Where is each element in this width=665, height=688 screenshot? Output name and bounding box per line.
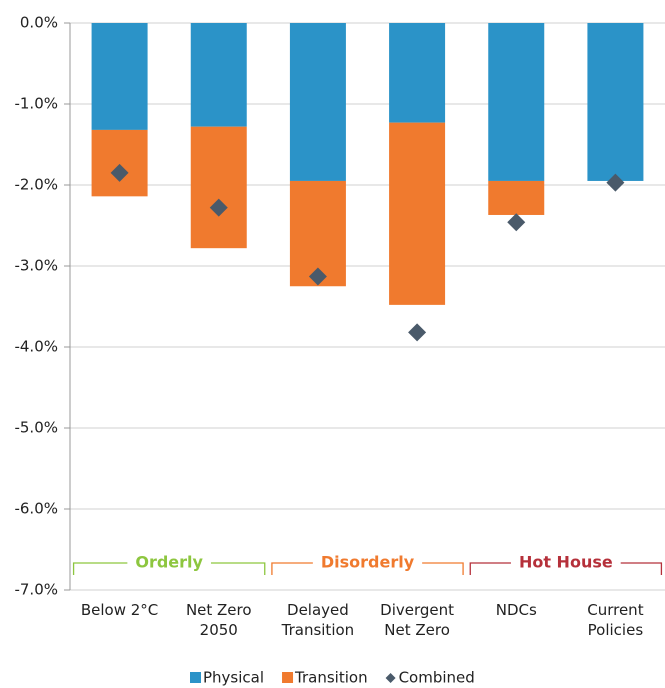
combined-marker bbox=[507, 213, 526, 232]
y-tick-label: -7.0% bbox=[14, 581, 58, 599]
legend-swatch bbox=[282, 672, 294, 683]
bar-segment bbox=[389, 122, 446, 305]
bar-segment bbox=[91, 129, 148, 197]
legend-marker bbox=[385, 673, 396, 683]
y-tick-label: 0.0% bbox=[20, 14, 58, 32]
combined-marker bbox=[308, 267, 327, 286]
y-tick-label: -3.0% bbox=[14, 257, 58, 275]
combined-marker bbox=[209, 198, 228, 217]
group-bracket bbox=[271, 562, 464, 575]
y-tick-label: -1.0% bbox=[14, 95, 58, 113]
legend-label: Combined bbox=[399, 669, 475, 687]
combined-marker bbox=[408, 323, 427, 342]
legend-label: Transition bbox=[294, 669, 368, 687]
group-label: Orderly bbox=[135, 553, 203, 572]
bar-segment bbox=[190, 23, 247, 127]
y-tick-label: -5.0% bbox=[14, 419, 58, 437]
bar-segment bbox=[190, 126, 247, 249]
combined-marker bbox=[110, 163, 129, 182]
x-tick-label: Delayed Transition bbox=[281, 601, 355, 639]
bar-segment bbox=[289, 23, 346, 181]
bar-segment bbox=[488, 180, 545, 215]
x-tick-label: Below 2°C bbox=[80, 601, 159, 619]
bar-segment bbox=[389, 23, 446, 123]
bar-segment bbox=[587, 23, 644, 181]
x-tick-label: Current Policies bbox=[587, 601, 644, 639]
y-tick-label: -6.0% bbox=[14, 500, 58, 518]
combined-marker bbox=[606, 173, 625, 192]
legend-label: Physical bbox=[203, 669, 264, 687]
group-bracket bbox=[469, 562, 663, 575]
y-tick-label: -2.0% bbox=[14, 176, 58, 194]
group-label: Disorderly bbox=[321, 553, 415, 572]
bar-segment bbox=[488, 23, 545, 181]
x-tick-label: Net Zero 2050 bbox=[185, 601, 252, 639]
group-bracket bbox=[72, 562, 266, 575]
x-tick-label: Divergent Net Zero bbox=[380, 601, 455, 639]
legend-swatch bbox=[190, 672, 201, 683]
x-tick-label: NDCs bbox=[495, 601, 537, 619]
bar-segment bbox=[91, 23, 148, 130]
y-tick-label: -4.0% bbox=[14, 338, 58, 356]
group-label: Hot House bbox=[519, 553, 613, 572]
